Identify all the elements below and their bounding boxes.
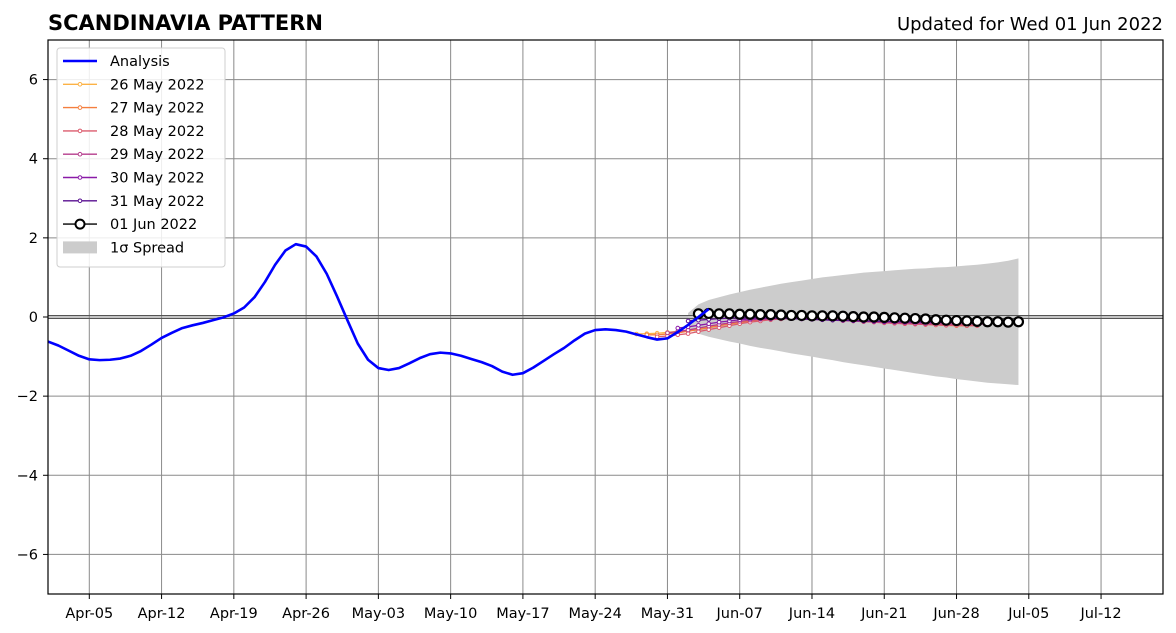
forecast-point xyxy=(685,318,691,324)
y-tick-label: −2 xyxy=(17,389,38,405)
x-tick-label: May-31 xyxy=(641,606,694,622)
forecast-point xyxy=(696,329,701,334)
x-tick-label: Apr-05 xyxy=(65,606,113,622)
y-tick-label: −6 xyxy=(17,547,38,563)
forecast-point xyxy=(723,308,735,320)
legend-box xyxy=(56,47,226,268)
x-tick-label: May-17 xyxy=(496,606,549,622)
forecast-point xyxy=(827,310,839,322)
forecast-point xyxy=(930,314,942,326)
y-tick-label: 6 xyxy=(29,73,38,89)
forecast-point xyxy=(1002,316,1014,328)
legend-item: 31 May 2022 xyxy=(63,194,205,210)
analysis-line xyxy=(47,242,710,377)
forecast-point xyxy=(899,312,911,324)
x-tick-label: Jun-28 xyxy=(932,606,979,622)
legend-label: 1σ Spread xyxy=(110,240,184,256)
legend-swatch xyxy=(63,241,97,254)
forecast-point xyxy=(971,315,983,327)
forecast-point xyxy=(706,321,712,327)
forecast-point xyxy=(665,330,670,336)
legend-marker xyxy=(74,218,86,230)
x-tick-label: Apr-12 xyxy=(138,606,186,622)
forecast-point xyxy=(847,311,859,323)
x-tick-label: Jun-07 xyxy=(716,606,763,622)
legend-item: 1σ Spread xyxy=(63,240,184,256)
x-tick-label: May-24 xyxy=(568,606,621,622)
forecast-point xyxy=(878,311,890,323)
legend-item: 27 May 2022 xyxy=(63,101,205,117)
legend-marker xyxy=(77,105,83,110)
forecast-point xyxy=(706,327,712,332)
x-tick-label: Apr-19 xyxy=(210,606,258,622)
x-tick-label: Apr-26 xyxy=(282,606,330,622)
x-tick-label: May-03 xyxy=(352,606,405,622)
forecast-point xyxy=(785,309,797,322)
legend-label: 26 May 2022 xyxy=(110,77,205,93)
forecast-point xyxy=(734,308,746,320)
y-tick-label: 4 xyxy=(29,152,38,168)
y-tick-label: −4 xyxy=(17,468,38,484)
legend-marker xyxy=(77,128,83,134)
forecast-point xyxy=(685,331,691,336)
legend-label: 01 Jun 2022 xyxy=(110,217,197,233)
legend-marker xyxy=(77,82,83,87)
forecast-point xyxy=(981,316,994,328)
legend-item: 29 May 2022 xyxy=(63,147,205,163)
forecast-point xyxy=(992,316,1004,328)
forecast-point xyxy=(754,309,766,321)
x-tick-label: Jul-05 xyxy=(1007,606,1049,622)
forecast-point xyxy=(796,309,808,322)
forecast-point xyxy=(888,312,901,324)
y-axis-ticks: 6 4 2 0 −2 −4 −6 xyxy=(17,73,48,563)
legend-label: 30 May 2022 xyxy=(110,171,205,187)
forecast-point xyxy=(950,314,963,327)
forecast-point xyxy=(696,323,701,328)
legend-item: 26 May 2022 xyxy=(63,77,205,93)
forecast-point xyxy=(816,310,828,322)
legend-label: 27 May 2022 xyxy=(110,101,205,117)
x-tick-label: May-10 xyxy=(424,606,477,622)
series xyxy=(47,242,1025,377)
legend-label: Analysis xyxy=(110,54,170,70)
x-tick-label: Jul-12 xyxy=(1079,606,1121,622)
legend-label: 28 May 2022 xyxy=(110,124,205,140)
forecast-point xyxy=(806,310,818,322)
forecast-point xyxy=(713,308,725,320)
x-tick-label: Jun-21 xyxy=(860,606,907,622)
forecast-point xyxy=(716,319,722,325)
legend-label: 31 May 2022 xyxy=(110,194,205,210)
forecast-point xyxy=(765,309,777,321)
forecast-point xyxy=(837,310,849,322)
x-axis-ticks: Apr-05 Apr-12 Apr-19 Apr-26 May-03 May-10 May-… xyxy=(65,594,1122,622)
legend-item: Analysis xyxy=(63,54,170,70)
forecast-point xyxy=(744,308,756,320)
forecast-point xyxy=(909,312,921,325)
legend-label: 29 May 2022 xyxy=(110,147,205,163)
legend-marker xyxy=(77,175,83,180)
forecast-point xyxy=(961,315,973,327)
forecast-point xyxy=(675,325,681,331)
forecast-point xyxy=(775,309,787,321)
legend-item: 30 May 2022 xyxy=(63,171,205,187)
legend: Analysis 26 May 2022 27 May 2022 28 May 202… xyxy=(56,47,226,268)
chart-subtitle: Updated for Wed 01 Jun 2022 xyxy=(897,14,1163,35)
forecast-point xyxy=(940,314,952,326)
legend-marker xyxy=(77,151,83,157)
x-tick-label: Jun-14 xyxy=(788,606,835,622)
y-tick-label: 2 xyxy=(29,231,38,247)
forecast-point xyxy=(919,313,932,325)
forecast-point xyxy=(868,311,880,323)
y-tick-label: 0 xyxy=(29,310,38,326)
legend-marker xyxy=(77,198,83,204)
forecast-point xyxy=(1012,316,1025,328)
legend-item: 28 May 2022 xyxy=(63,124,205,140)
forecast-point xyxy=(858,311,870,323)
chart-title: SCANDINAVIA PATTERN xyxy=(48,11,323,35)
legend-item: 01 Jun 2022 xyxy=(63,217,197,233)
